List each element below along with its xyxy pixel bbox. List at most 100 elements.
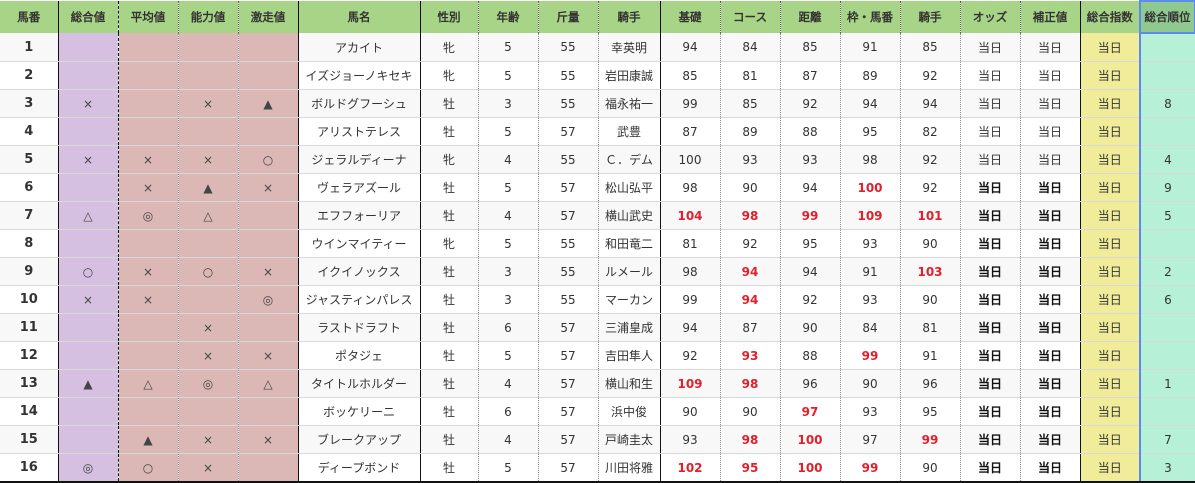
base-cell[interactable]: 99 (660, 89, 721, 118)
gate-cell[interactable]: 90 (840, 369, 901, 398)
average-mark-cell[interactable]: ○ (118, 453, 179, 483)
odds-cell[interactable]: 当日 (960, 397, 1021, 426)
horse-number-cell[interactable]: 13 (0, 369, 59, 398)
horse-name-cell[interactable]: アリストテレス (298, 117, 421, 146)
surge-mark-cell[interactable]: × (238, 257, 299, 286)
average-mark-cell[interactable] (118, 397, 179, 426)
surge-mark-cell[interactable]: ▲ (238, 89, 299, 118)
average-mark-cell[interactable] (118, 229, 179, 258)
age-cell[interactable]: 4 (478, 201, 539, 230)
table-row[interactable]: 4 アリストテレス牡 5 57 武豊 87 89 88 95 82 当日 当日 当日 (0, 117, 1195, 146)
weight-cell[interactable]: 55 (538, 89, 599, 118)
header-overall-mark[interactable]: 総合値 (58, 1, 119, 33)
average-mark-cell[interactable]: △ (118, 369, 179, 398)
horse-number-cell[interactable]: 12 (0, 341, 59, 370)
adjustment-cell[interactable]: 当日 (1020, 453, 1081, 483)
course-cell[interactable]: 98 (720, 369, 781, 398)
odds-cell[interactable]: 当日 (960, 257, 1021, 286)
horse-name-cell[interactable]: ジェラルディーナ (298, 145, 421, 174)
jockey-score-cell[interactable]: 103 (900, 257, 961, 286)
surge-mark-cell[interactable] (238, 397, 299, 426)
weight-cell[interactable]: 57 (538, 397, 599, 426)
adjustment-cell[interactable]: 当日 (1020, 285, 1081, 314)
overall-mark-cell[interactable] (58, 425, 119, 454)
average-mark-cell[interactable]: × (118, 257, 179, 286)
jockey-cell[interactable]: 幸英明 (598, 33, 661, 62)
surge-mark-cell[interactable] (238, 453, 299, 483)
overall-index-cell[interactable]: 当日 (1080, 369, 1141, 398)
base-cell[interactable]: 87 (660, 117, 721, 146)
weight-cell[interactable]: 57 (538, 453, 599, 483)
ability-mark-cell[interactable] (178, 397, 239, 426)
sex-cell[interactable]: 牝 (420, 33, 479, 62)
overall-rank-cell[interactable]: 7 (1139, 425, 1195, 454)
table-row[interactable]: 10 × × ◎ ジャスティンパレス牡 3 55 マーカン 99 94 92 93 90 当日 当日 当日 6 (0, 285, 1195, 314)
odds-cell[interactable]: 当日 (960, 229, 1021, 258)
horse-name-cell[interactable]: ヴェラアズール (298, 173, 421, 202)
sex-cell[interactable]: 牡 (420, 313, 479, 342)
ability-mark-cell[interactable]: × (178, 453, 239, 483)
distance-cell[interactable]: 87 (780, 61, 841, 90)
overall-mark-cell[interactable] (58, 313, 119, 342)
table-row[interactable]: 16 ◎ ○ × ディープボンド牡 5 57 川田将雅 102 95 100 99 90 当日 当日 当日 3 (0, 453, 1195, 483)
overall-mark-cell[interactable]: ◎ (58, 453, 119, 483)
distance-cell[interactable]: 88 (780, 341, 841, 370)
surge-mark-cell[interactable]: ◎ (238, 285, 299, 314)
distance-cell[interactable]: 90 (780, 313, 841, 342)
base-cell[interactable]: 90 (660, 397, 721, 426)
jockey-cell[interactable]: 武豊 (598, 117, 661, 146)
header-distance[interactable]: 距離 (780, 1, 841, 33)
gate-cell[interactable]: 100 (840, 173, 901, 202)
ability-mark-cell[interactable]: × (178, 89, 239, 118)
sex-cell[interactable]: 牡 (420, 201, 479, 230)
adjustment-cell[interactable]: 当日 (1020, 89, 1081, 118)
odds-cell[interactable]: 当日 (960, 145, 1021, 174)
average-mark-cell[interactable] (118, 117, 179, 146)
horse-number-cell[interactable]: 11 (0, 313, 59, 342)
adjustment-cell[interactable]: 当日 (1020, 257, 1081, 286)
age-cell[interactable]: 3 (478, 257, 539, 286)
distance-cell[interactable]: 99 (780, 201, 841, 230)
overall-index-cell[interactable]: 当日 (1080, 89, 1141, 118)
sex-cell[interactable]: 牡 (420, 453, 479, 483)
overall-mark-cell[interactable] (58, 341, 119, 370)
surge-mark-cell[interactable] (238, 313, 299, 342)
adjustment-cell[interactable]: 当日 (1020, 173, 1081, 202)
adjustment-cell[interactable]: 当日 (1020, 425, 1081, 454)
age-cell[interactable]: 5 (478, 33, 539, 62)
overall-rank-cell[interactable] (1139, 117, 1195, 146)
adjustment-cell[interactable]: 当日 (1020, 341, 1081, 370)
base-cell[interactable]: 109 (660, 369, 721, 398)
ability-mark-cell[interactable]: × (178, 145, 239, 174)
sex-cell[interactable]: 牡 (420, 173, 479, 202)
header-weight[interactable]: 斤量 (538, 1, 599, 33)
gate-cell[interactable]: 97 (840, 425, 901, 454)
horse-number-cell[interactable]: 6 (0, 173, 59, 202)
base-cell[interactable]: 85 (660, 61, 721, 90)
base-cell[interactable]: 93 (660, 425, 721, 454)
age-cell[interactable]: 4 (478, 369, 539, 398)
overall-mark-cell[interactable]: △ (58, 201, 119, 230)
horse-name-cell[interactable]: ボルドグフーシュ (298, 89, 421, 118)
distance-cell[interactable]: 100 (780, 425, 841, 454)
average-mark-cell[interactable]: ◎ (118, 201, 179, 230)
odds-cell[interactable]: 当日 (960, 369, 1021, 398)
surge-mark-cell[interactable]: ○ (238, 145, 299, 174)
jockey-score-cell[interactable]: 94 (900, 89, 961, 118)
overall-rank-cell[interactable]: 4 (1139, 145, 1195, 174)
header-jockey-score[interactable]: 騎手 (900, 1, 961, 33)
jockey-cell[interactable]: 福永祐一 (598, 89, 661, 118)
overall-mark-cell[interactable] (58, 229, 119, 258)
gate-cell[interactable]: 91 (840, 257, 901, 286)
course-cell[interactable]: 98 (720, 425, 781, 454)
sex-cell[interactable]: 牡 (420, 89, 479, 118)
table-row[interactable]: 14 ボッケリーニ牡 6 57 浜中俊 90 90 97 93 95 当日 当日 当日 (0, 397, 1195, 426)
gate-cell[interactable]: 109 (840, 201, 901, 230)
table-row[interactable]: 7 △ ◎ △ エフフォーリア牡 4 57 横山武史 104 98 99 109 101 当日 当日 当日 5 (0, 201, 1195, 230)
distance-cell[interactable]: 92 (780, 285, 841, 314)
surge-mark-cell[interactable] (238, 33, 299, 62)
surge-mark-cell[interactable] (238, 229, 299, 258)
adjustment-cell[interactable]: 当日 (1020, 201, 1081, 230)
gate-cell[interactable]: 91 (840, 33, 901, 62)
base-cell[interactable]: 81 (660, 229, 721, 258)
